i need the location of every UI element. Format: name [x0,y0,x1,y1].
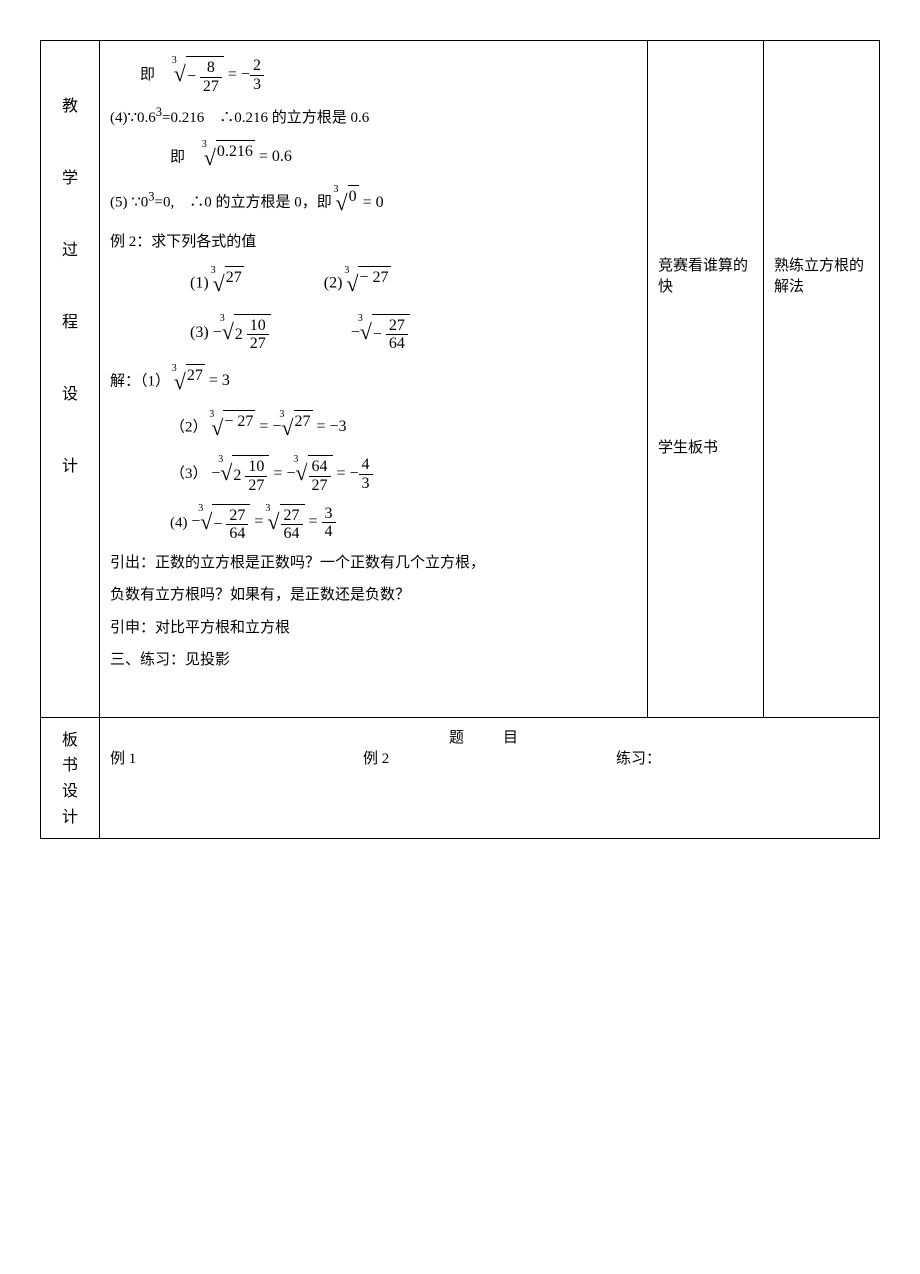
question-3: 引申：对比平方根和立方根 [110,614,637,643]
solution-1: 解：（1） 3 √27 = 3 [110,361,637,403]
solution-3: （3） − 3 √ 2 1027 = − 3 √ 6427 = −43 [110,452,637,496]
board-col-3: 练习： [616,747,869,768]
question-2: 负数有立方根吗？如果有，是正数还是负数？ [110,581,637,610]
question-4: 三、练习：见投影 [110,646,637,675]
equation-1: 即 3 √− 827 = −23 [110,53,637,97]
teaching-content: 即 3 √− 827 = −23 (4)∵0.63=0.216 ∴0.216 的… [100,41,648,718]
item-4: (4)∵0.63=0.216 ∴0.216 的立方根是 0.6 [110,101,637,133]
goal-column: 熟练立方根的解法 [764,41,880,718]
activity-column: 竞赛看谁算的快 学生板书 [648,41,764,718]
section-label-teaching-process: 教 学 过 程 设 计 [41,41,100,718]
example-2-title: 例 2：求下列各式的值 [110,228,637,257]
item-5: (5) ∵03=0, ∴0 的立方根是 0，即 3 √0 = 0 [110,182,637,224]
example-2-row-2: (3) − 3 √ 2 1027 − 3 √− 2764 [110,311,637,355]
activity-1: 竞赛看谁算的快 [658,254,753,296]
lesson-plan-table: 教 学 过 程 设 计 即 3 √− 827 = −23 (4)∵0.63=0.… [40,40,880,839]
board-title: 题 目 [110,726,869,747]
board-col-1: 例 1 [110,747,363,768]
activity-2: 学生板书 [658,436,753,457]
example-2-row-1: (1) 3 √27 (2) 3 √− 27 [110,263,637,305]
board-design-content: 题 目 例 1 例 2 练习： [100,717,880,838]
goal-1: 熟练立方根的解法 [774,254,869,296]
equation-4: 即 3 √0.216 = 0.6 [110,137,637,179]
solution-4: (4) − 3 √− 2764 = 3 √ 2764 = 34 [110,501,637,545]
section-label-board-design: 板 书 设 计 [41,717,100,838]
board-col-2: 例 2 [363,747,616,768]
solution-2: （2） 3 √− 27 = − 3 √27 = −3 [110,407,637,449]
question-1: 引出：正数的立方根是正数吗？一个正数有几个立方根， [110,549,637,578]
